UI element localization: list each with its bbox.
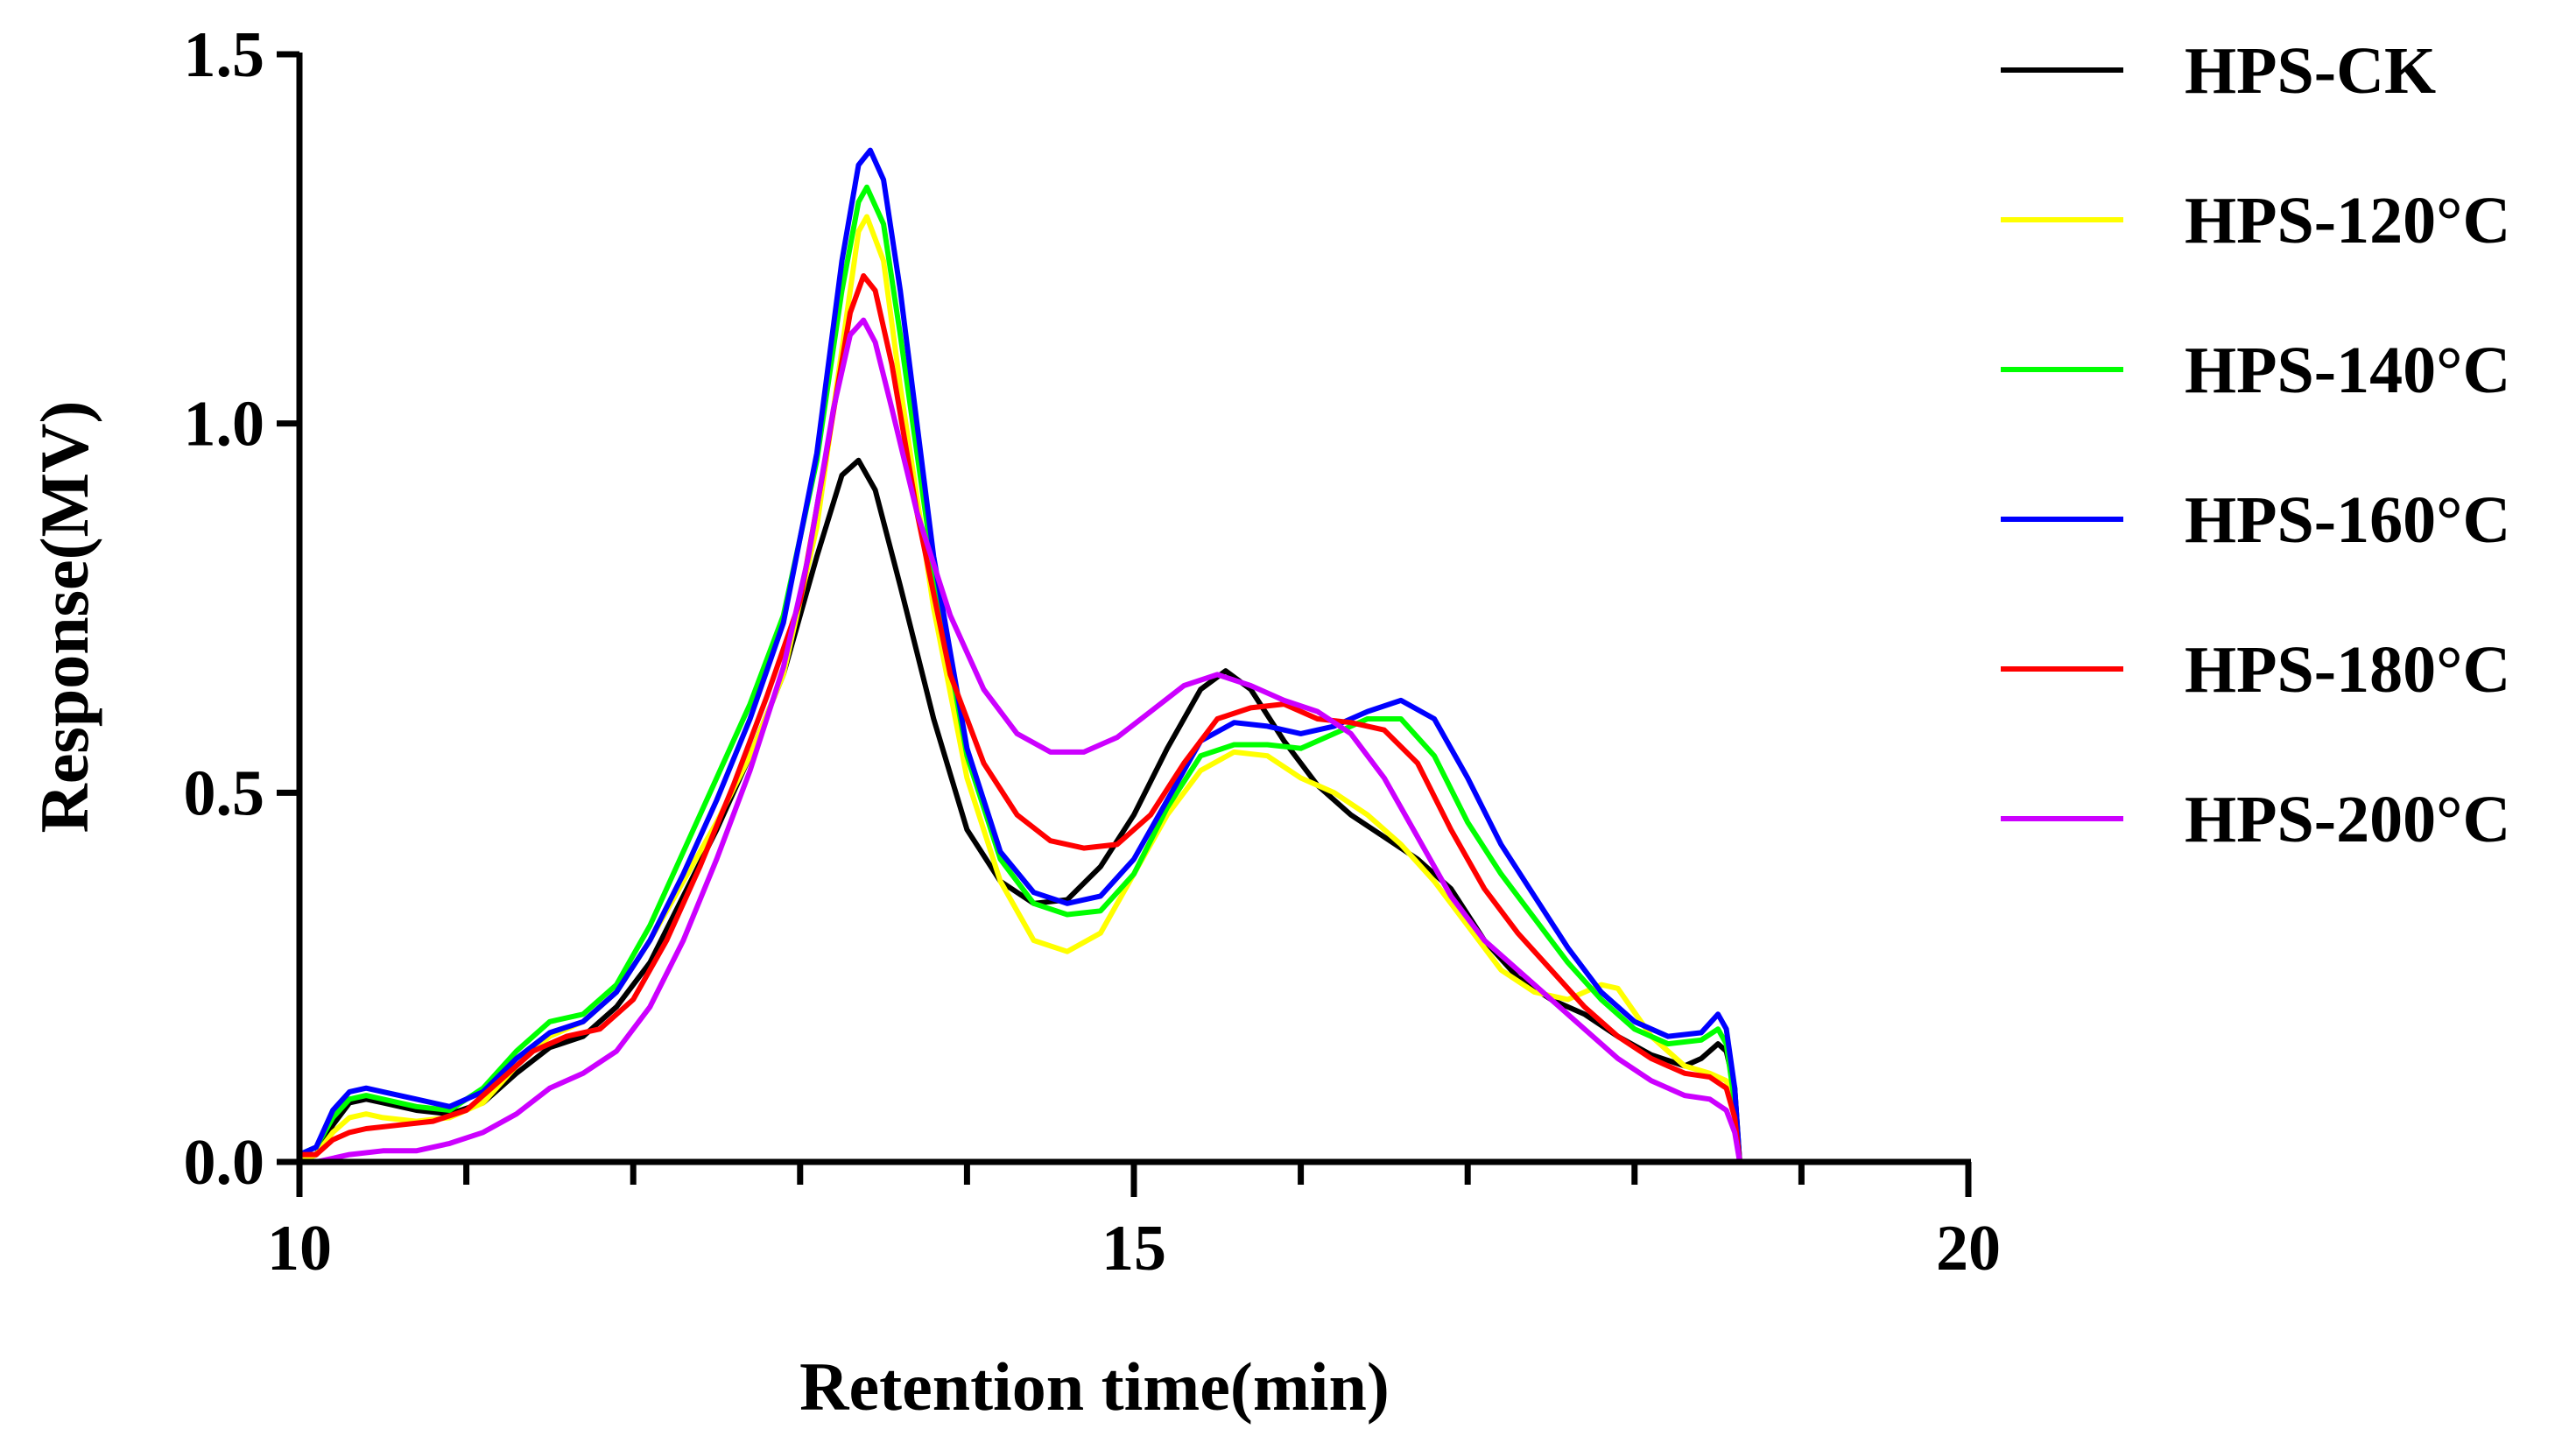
x-tick-label: 20 — [1936, 1213, 2001, 1285]
legend-label-4: HPS-180°C — [2185, 633, 2510, 707]
legend-label-1: HPS-120°C — [2185, 184, 2510, 257]
series-line-0 — [297, 457, 1971, 1165]
series-line-3 — [297, 147, 1971, 1165]
series-line-5 — [297, 317, 1971, 1165]
series-line-4 — [297, 273, 1971, 1165]
y-tick-label: 1.0 — [184, 389, 265, 461]
legend-label-2: HPS-140°C — [2185, 334, 2510, 407]
series-line-2 — [297, 184, 1971, 1165]
y-tick-label: 0.5 — [184, 757, 265, 829]
y-axis-title: Response(MV) — [26, 401, 102, 834]
x-tick-label: 15 — [1101, 1213, 1166, 1285]
x-axis-title: Retention time(min) — [799, 1348, 1390, 1425]
ticks-layer: 0.0 0.5 1.0 1.5 10 15 20 — [184, 19, 2002, 1285]
x-tick-label: 10 — [267, 1213, 332, 1285]
axes-layer — [296, 53, 1971, 1165]
y-tick-label: 0.0 — [184, 1127, 265, 1199]
legend-label-3: HPS-160°C — [2185, 483, 2510, 557]
legend-label-5: HPS-200°C — [2185, 783, 2510, 856]
legend: HPS-CK HPS-120°C HPS-140°C HPS-160°C HPS-180… — [2001, 34, 2510, 856]
legend-label-0: HPS-CK — [2185, 34, 2436, 108]
series-layer — [297, 147, 1971, 1165]
y-tick-label: 1.5 — [184, 19, 265, 91]
